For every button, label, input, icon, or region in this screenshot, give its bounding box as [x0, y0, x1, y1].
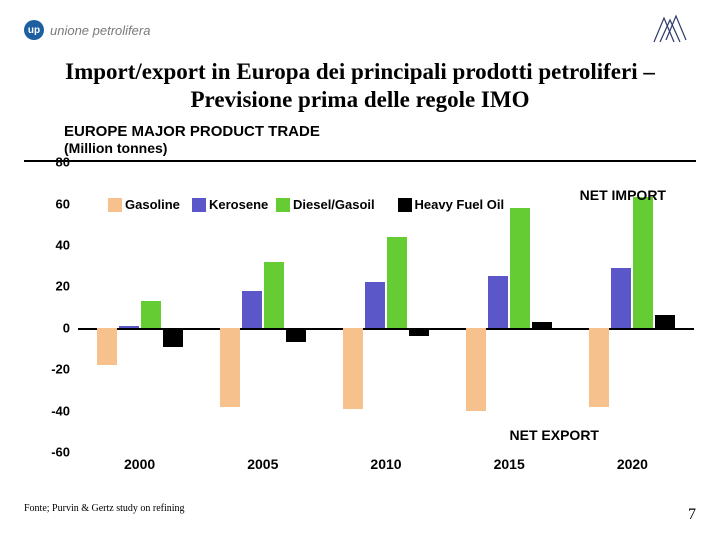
bar-gasoline [466, 328, 486, 411]
x-tick-label: 2015 [494, 456, 525, 472]
x-tick-label: 2005 [247, 456, 278, 472]
legend-swatch [276, 198, 290, 212]
y-tick-label: 0 [63, 320, 70, 335]
bar-diesel-gasoil [510, 208, 530, 328]
legend-item: Gasoline [108, 197, 180, 212]
x-tick-label: 2010 [370, 456, 401, 472]
legend-swatch [398, 198, 412, 212]
bar-kerosene [611, 268, 631, 328]
logo-label: unione petrolifera [50, 23, 150, 38]
page-title: Import/export in Europa dei principali p… [0, 52, 720, 123]
bar-diesel-gasoil [633, 197, 653, 328]
bar-gasoline [343, 328, 363, 409]
page-number: 7 [688, 506, 696, 524]
x-axis-labels: 2000 2005 2010 2015 2020 [78, 452, 696, 476]
bar-heavy-fuel-oil [655, 315, 675, 327]
y-tick-label: -60 [51, 445, 70, 460]
legend-label: Heavy Fuel Oil [415, 197, 505, 212]
legend-label: Gasoline [125, 197, 180, 212]
legend-label: Diesel/Gasoil [293, 197, 375, 212]
chart-title: EUROPE MAJOR PRODUCT TRADE [0, 123, 720, 140]
bar-kerosene [365, 282, 385, 328]
up-icon: up [24, 20, 44, 40]
y-tick-label: 60 [56, 196, 70, 211]
bar-gasoline [97, 328, 117, 365]
annotation-net-export: NET EXPORT [510, 427, 599, 443]
y-tick-label: 40 [56, 238, 70, 253]
header: up unione petrolifera [0, 0, 720, 52]
bar-heavy-fuel-oil [409, 328, 429, 336]
chart-plot: -60-40-20020406080 GasolineKeroseneDiese… [24, 162, 694, 452]
bar-kerosene [119, 326, 139, 328]
bar-diesel-gasoil [141, 301, 161, 328]
bar-gasoline [220, 328, 240, 407]
x-tick-label: 2000 [124, 456, 155, 472]
plot-area: Gasoline Kerosene Diesel/Gasoil Heavy Fuel … [78, 162, 694, 452]
x-tick-label: 2020 [617, 456, 648, 472]
legend-swatch [108, 198, 122, 212]
chart-container: -60-40-20020406080 GasolineKeroseneDiese… [24, 160, 696, 476]
legend-item: Diesel/Gasoil [276, 197, 375, 212]
y-tick-label: -40 [51, 403, 70, 418]
logo-unione-petrolifera: up unione petrolifera [24, 20, 150, 40]
legend-item: Kerosene [192, 197, 268, 212]
legend-label: Kerosene [209, 197, 268, 212]
bar-heavy-fuel-oil [163, 328, 183, 347]
y-tick-label: -20 [51, 362, 70, 377]
legend-item: Heavy Fuel Oil [398, 197, 505, 212]
confindustria-icon [646, 12, 696, 48]
y-tick-label: 80 [56, 155, 70, 170]
bar-diesel-gasoil [387, 237, 407, 328]
bar-heavy-fuel-oil [286, 328, 306, 343]
y-axis: -60-40-20020406080 [24, 162, 76, 452]
bar-gasoline [589, 328, 609, 407]
chart-subtitle: (Million tonnes) [0, 140, 720, 160]
y-tick-label: 20 [56, 279, 70, 294]
bar-heavy-fuel-oil [532, 322, 552, 328]
legend-swatch [192, 198, 206, 212]
annotation-net-import: NET IMPORT [580, 187, 666, 203]
bar-kerosene [488, 276, 508, 328]
bar-diesel-gasoil [264, 262, 284, 328]
bar-kerosene [242, 291, 262, 328]
source-text: Fonte; Purvin & Gertz study on refining [24, 503, 185, 514]
